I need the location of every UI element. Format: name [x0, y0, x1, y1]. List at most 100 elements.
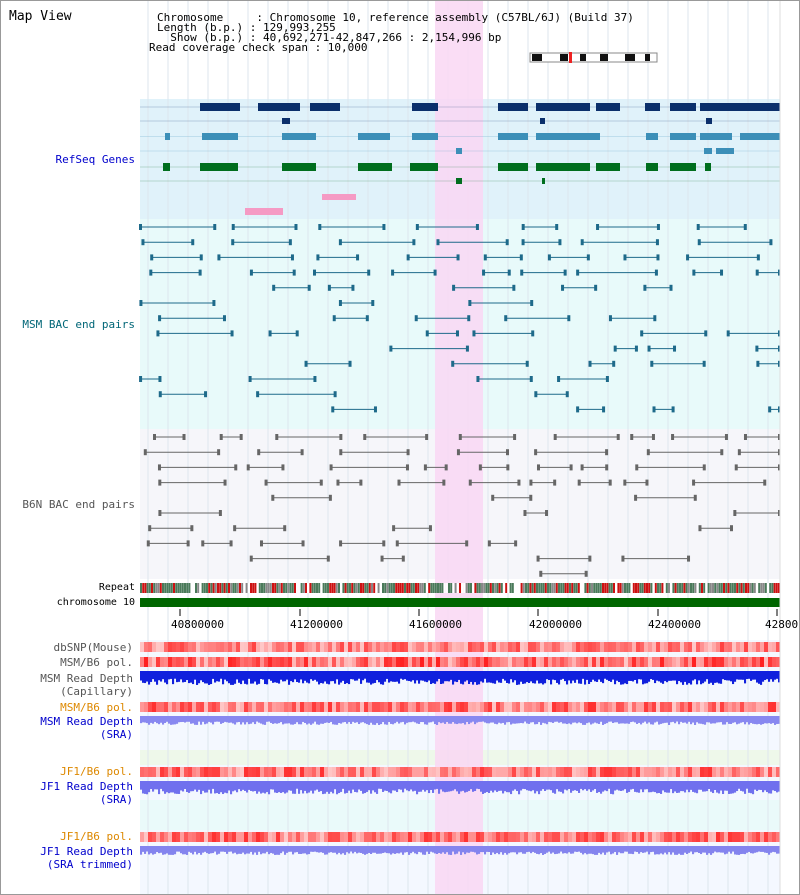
jf1-depth-trim-bar [296, 846, 299, 853]
jf1-b6-pol-trim-cell [712, 832, 717, 842]
repeat-mark [245, 583, 248, 593]
jf1-depth-trim-bar [718, 846, 721, 853]
repeat-mark [465, 583, 468, 593]
msm-depth-sra-bar [216, 716, 219, 722]
msm-bac-end-marker [406, 254, 410, 261]
jf1-depth-sra-bar [560, 781, 563, 792]
repeat-mark [155, 583, 158, 593]
msm-depth-sra-bar [214, 716, 217, 722]
msm-b6-pol-sra-cell [612, 702, 617, 712]
jf1-b6-pol-cell [296, 767, 301, 777]
track-label-repeat[interactable]: Repeat [98, 582, 135, 593]
msm-depth-sra-bar [274, 716, 277, 724]
msm-depth-capillary-bar [290, 671, 293, 682]
jf1-depth-sra-bar [200, 781, 203, 795]
track-label-jf1-b6-pol-2[interactable]: JF1/B6 pol. [60, 830, 133, 843]
dbsnp-cell [300, 642, 305, 652]
msm-bac-end-marker [272, 284, 276, 291]
jf1-depth-sra-bar [310, 781, 313, 791]
msm-depth-sra-bar [686, 716, 689, 724]
gene-exon [282, 133, 316, 140]
jf1-b6-pol-trim-cell [700, 832, 705, 842]
msm-depth-sra-bar [662, 716, 665, 724]
msm-bac-end-marker [389, 345, 393, 352]
repeat-mark [648, 583, 651, 593]
track-label-msm-b6-pol-2[interactable]: MSM/B6 pol. [60, 701, 133, 714]
jf1-depth-trim-bar [150, 846, 153, 854]
msm-depth-sra-bar [676, 716, 679, 722]
track-label-chromosome[interactable]: chromosome 10 [56, 597, 135, 608]
jf1-depth-trim-bar [546, 846, 549, 853]
track-label-jf1-read-depth-sra[interactable]: JF1 Read Depth [40, 780, 133, 793]
repeat-mark [478, 583, 481, 593]
jf1-b6-pol-cell [148, 767, 153, 777]
track-label-jf1-read-depth-trimmed[interactable]: JF1 Read Depth [40, 845, 133, 858]
repeat-mark [285, 583, 288, 593]
msm-b6-pol-cell [612, 657, 617, 667]
msm-depth-sra-bar [376, 716, 379, 724]
jf1-b6-pol-cell [316, 767, 321, 777]
repeat-mark [507, 583, 510, 593]
msm-b6-pol-cell [564, 657, 569, 667]
msm-depth-capillary-bar [734, 671, 737, 682]
dbsnp-cell [272, 642, 277, 652]
jf1-depth-trim-bar [428, 846, 431, 854]
repeat-mark [553, 583, 556, 593]
jf1-depth-trim-bar [464, 846, 467, 855]
msm-depth-capillary-bar [672, 671, 675, 681]
track-label-jf1-b6-pol-1[interactable]: JF1/B6 pol. [60, 765, 133, 778]
jf1-depth-trim-bar [416, 846, 419, 855]
jf1-b6-pol-trim-cell [552, 832, 557, 842]
b6n-bac-end-marker [405, 464, 409, 471]
msm-depth-sra-bar [594, 716, 597, 723]
jf1-depth-trim-bar [420, 846, 423, 853]
track-label-msm-read-depth-sra[interactable]: MSM Read Depth [40, 715, 133, 728]
msm-depth-capillary-bar [270, 671, 273, 681]
repeat-mark [547, 583, 549, 593]
track-label-msm-b6-pol-1[interactable]: MSM/B6 pol. [60, 656, 133, 669]
b6n-bac-end-marker [724, 434, 728, 440]
jf1-b6-pol-cell [200, 767, 205, 777]
track-label-dbsnp[interactable]: dbSNP(Mouse) [53, 641, 133, 654]
jf1-depth-sra-bar [658, 781, 661, 794]
jf1-depth-trim-bar [232, 846, 235, 854]
jf1-depth-trim-bar [324, 846, 327, 855]
msm-depth-capillary-bar [186, 671, 189, 681]
dbsnp-cell [692, 642, 697, 652]
jf1-b6-pol-cell [352, 767, 357, 777]
msm-depth-sra-bar [226, 716, 229, 723]
jf1-b6-pol-cell [160, 767, 165, 777]
msm-bac-end-marker [483, 254, 487, 261]
jf1-depth-sra-bar [460, 781, 463, 792]
jf1-depth-trim-bar [484, 846, 487, 855]
msm-depth-capillary-bar [438, 671, 441, 679]
track-label-refseq-genes[interactable]: RefSeq Genes [55, 153, 135, 166]
track-label-b6n-bac-end-pairs[interactable]: B6N BAC end pairs [22, 498, 135, 511]
dbsnp-cell [480, 642, 485, 652]
msm-depth-sra-bar [576, 716, 579, 724]
dbsnp-cell [248, 642, 253, 652]
msm-b6-pol-sra-cell [160, 702, 165, 712]
msm-bac-end-marker [521, 239, 525, 246]
msm-depth-sra-bar [162, 716, 165, 725]
jf1-depth-sra-bar [334, 781, 337, 790]
msm-depth-sra-bar [352, 716, 355, 722]
msm-depth-capillary-bar [550, 671, 553, 685]
msm-b6-pol-sra-cell [216, 702, 221, 712]
dbsnp-cell [676, 642, 681, 652]
msm-depth-sra-bar [206, 716, 209, 724]
msm-depth-sra-bar [200, 716, 203, 725]
track-label-msm-read-depth-capillary[interactable]: MSM Read Depth [40, 672, 133, 685]
jf1-depth-sra-bar [644, 781, 647, 790]
track-label-msm-bac-end-pairs[interactable]: MSM BAC end pairs [22, 318, 135, 331]
dbsnp-cell [352, 642, 357, 652]
msm-depth-sra-bar [386, 716, 389, 725]
msm-depth-capillary-bar [504, 671, 507, 681]
msm-depth-capillary-bar [628, 671, 631, 681]
msm-depth-capillary-bar [140, 671, 143, 681]
msm-depth-sra-bar [730, 716, 733, 724]
jf1-b6-pol-trim-cell [628, 832, 633, 842]
repeat-mark [588, 583, 591, 593]
msm-b6-pol-cell [260, 657, 265, 667]
